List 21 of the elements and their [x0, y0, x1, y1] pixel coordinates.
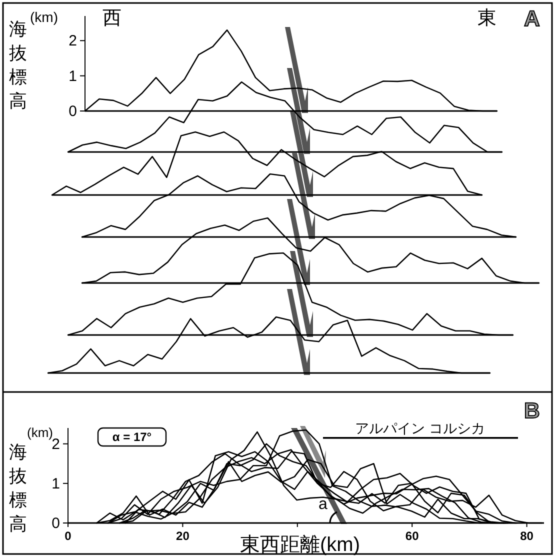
annotation: a — [318, 496, 328, 513]
y-tick-label: 0 — [52, 515, 60, 532]
y-axis-title: 海抜標高 — [9, 442, 27, 534]
x-axis-title: 東西距離(km) — [240, 534, 360, 556]
text: A — [524, 6, 540, 31]
y-tick-label: 0 — [68, 103, 77, 120]
y-tick-label: 2 — [52, 436, 60, 453]
y-tick-label: 2 — [68, 32, 77, 50]
y-axis-title: 海抜標高 — [9, 19, 27, 111]
text: (km) — [30, 9, 58, 25]
x-tick-label: 20 — [176, 529, 190, 543]
annotation: 東 — [478, 8, 496, 29]
x-tick-label: 60 — [405, 529, 420, 543]
y-tick-label: 1 — [52, 475, 60, 492]
annotation: α = 17° — [112, 430, 152, 444]
annotation: アルパイン コルシカ — [355, 420, 485, 436]
text: (km) — [27, 425, 53, 440]
x-tick-label: 80 — [520, 529, 534, 543]
annotation: 西 — [102, 8, 122, 29]
y-tick-label: 1 — [68, 68, 77, 85]
chart-title: B — [524, 398, 540, 423]
